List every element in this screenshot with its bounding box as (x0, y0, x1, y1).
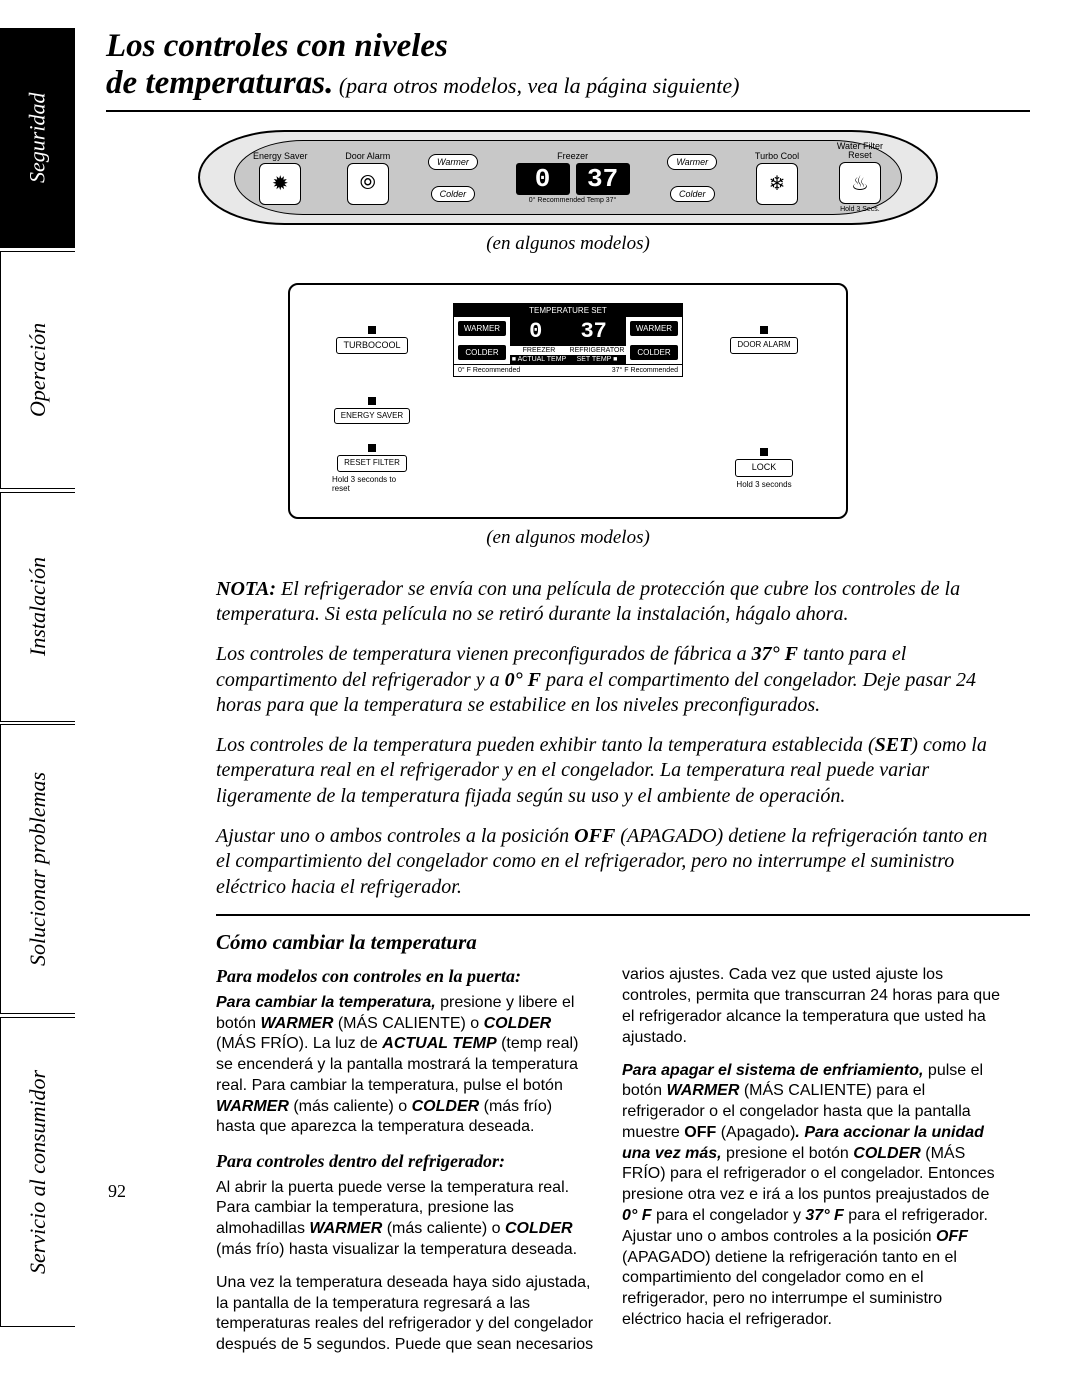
freezer-display-2: 0 (529, 319, 542, 344)
label-recommended: 0° Recommended Temp 37° (529, 197, 617, 204)
rule (106, 110, 1030, 112)
label-freezer-2: FREEZER (510, 346, 568, 355)
energy-saver-button[interactable]: ENERGY SAVER (334, 408, 410, 424)
fridge-warmer-button-2[interactable]: WARMER (630, 321, 678, 336)
label-turbo-cool: Turbo Cool (755, 151, 799, 161)
column-right: varios ajustes. Cada vez que usted ajust… (622, 965, 1000, 1368)
label-hold-3s: Hold 3 Secs. (840, 206, 880, 213)
freezer-colder-button[interactable]: Colder (431, 186, 476, 202)
door-alarm-icon: ⦾ (347, 163, 389, 205)
label-rec-right: 37° F Recommended (612, 367, 678, 374)
indicator-dot (760, 326, 768, 334)
reset-filter-button[interactable]: RESET FILTER (337, 455, 407, 471)
hint-hold: Hold 3 seconds (736, 480, 791, 489)
indicator-dot (760, 448, 768, 456)
rule-2 (216, 914, 1030, 916)
turbo-cool-icon: ❄ (756, 163, 798, 205)
tab-solucionar: Solucionar problemas (0, 724, 75, 1014)
label-water-filter: Water FilterReset (837, 142, 883, 160)
freezer-warmer-button[interactable]: Warmer (428, 154, 478, 170)
label-energy-saver: Energy Saver (253, 151, 308, 161)
paragraph: varios ajustes. Cada vez que usted ajust… (622, 965, 1000, 1048)
water-filter-icon: ♨ (839, 162, 881, 204)
label-temp-set: TEMPERATURE SET (454, 304, 682, 317)
label-freezer: Freezer (557, 151, 588, 161)
fridge-colder-button-2[interactable]: COLDER (630, 345, 678, 360)
freezer-display: 0 (516, 163, 570, 195)
body-text: NOTA: El refrigerador se envía con una p… (216, 577, 990, 901)
label-door-alarm: Door Alarm (345, 151, 390, 161)
panel2-caption: (en algunos modelos) (106, 527, 1030, 549)
lock-button[interactable]: LOCK (735, 459, 793, 476)
paragraph: Una vez la temperatura deseada haya sido… (216, 1273, 594, 1356)
fridge-warmer-button[interactable]: Warmer (667, 154, 717, 170)
panel1-caption: (en algunos modelos) (106, 233, 1030, 255)
sub-heading-2: Para controles dentro del refrigerador: (216, 1150, 594, 1173)
tab-instalacion: Instalación (0, 492, 75, 722)
temp-center: TEMPERATURE SET WARMER COLDER 0 37 (453, 303, 683, 377)
label-refrigerator-2: REFRIGERATOR (568, 346, 626, 355)
title-line1: Los controles con niveles (106, 28, 1030, 65)
freezer-colder-button-2[interactable]: COLDER (458, 345, 506, 360)
page-number: 92 (108, 1181, 126, 1202)
indicator-dot (368, 397, 376, 405)
sub-heading-1: Para modelos con controles en la puerta: (216, 965, 594, 988)
door-alarm-button[interactable]: DOOR ALARM (730, 337, 797, 353)
freezer-warmer-button-2[interactable]: WARMER (458, 321, 506, 336)
fridge-display: 37 (576, 163, 630, 195)
sidebar: Seguridad Operación Instalación Solucion… (0, 0, 100, 1397)
tab-servicio: Servicio al consumidor (0, 1017, 75, 1327)
turbocool-button[interactable]: TURBOCOOL (336, 337, 407, 354)
label-set-temp: SET TEMP ■ (568, 355, 626, 364)
fridge-display-2: 37 (580, 319, 606, 344)
label-actual-temp: ■ ACTUAL TEMP (510, 355, 568, 364)
tab-seguridad: Seguridad (0, 28, 75, 248)
paragraph: Al abrir la puerta puede verse la temper… (216, 1178, 594, 1261)
control-panel-door: Energy Saver ✹ Door Alarm ⦾ Warmer Colde… (198, 130, 938, 225)
paragraph: Para apagar el sistema de enfriamiento, … (622, 1061, 1000, 1331)
indicator-dot (368, 326, 376, 334)
energy-saver-icon: ✹ (259, 163, 301, 205)
fridge-colder-button[interactable]: Colder (670, 186, 715, 202)
label-rec-left: 0° F Recommended (458, 367, 520, 374)
paragraph: Para cambiar la temperatura, presione y … (216, 993, 594, 1139)
two-column-text: Para modelos con controles en la puerta:… (216, 965, 1000, 1368)
indicator-dot (368, 444, 376, 452)
page-title: Los controles con niveles de temperatura… (106, 28, 1030, 102)
section-heading: Cómo cambiar la temperatura (216, 930, 1030, 955)
main-content: Los controles con niveles de temperatura… (100, 0, 1080, 1397)
tab-operacion: Operación (0, 251, 75, 489)
control-panel-interior: TURBOCOOL TEMPERATURE SET WARMER COLDER … (288, 283, 848, 519)
title-line2: de temperaturas. (para otros modelos, ve… (106, 65, 1030, 102)
column-left: Para modelos con controles en la puerta:… (216, 965, 594, 1368)
hint-hold-reset: Hold 3 seconds to reset (332, 475, 412, 493)
